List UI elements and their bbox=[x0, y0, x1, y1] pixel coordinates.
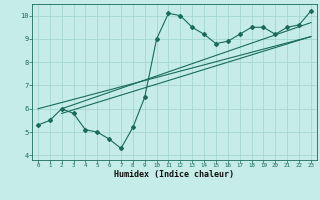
X-axis label: Humidex (Indice chaleur): Humidex (Indice chaleur) bbox=[115, 170, 234, 179]
